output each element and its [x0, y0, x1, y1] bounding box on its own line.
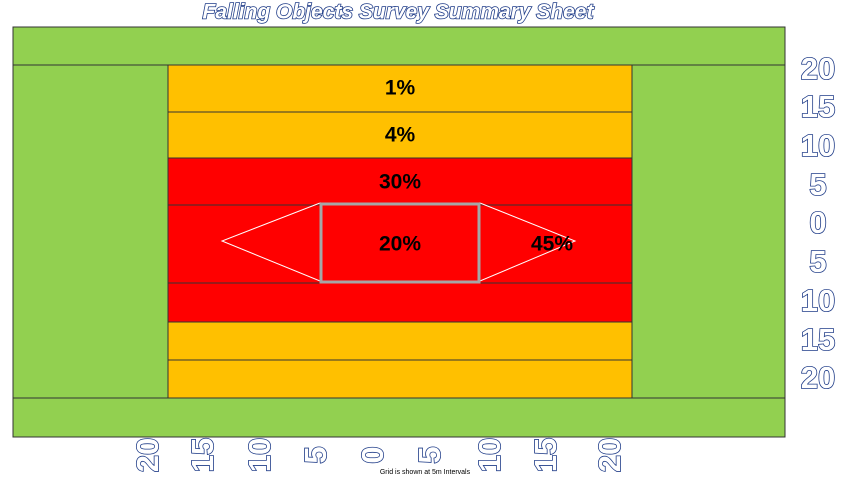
title: Falling Objects Survey Summary Sheet [203, 1, 595, 24]
bottom-scale-label: 5 [412, 446, 447, 463]
center-box [319, 202, 481, 284]
bottom-scale-label: 0 [355, 446, 390, 463]
side-scale-label: 15 [801, 89, 835, 124]
side-scale-label: 20 [801, 51, 835, 86]
bottom-scale-label: 5 [298, 446, 333, 463]
side-scale-label: 0 [809, 205, 826, 240]
zone-label: 20% [379, 233, 421, 256]
grid [13, 64, 785, 399]
bottom-scale-label: 10 [242, 438, 277, 472]
zone-label: 1% [385, 77, 416, 100]
bottom-scale-label: 20 [592, 438, 627, 472]
side-scale-label: 10 [801, 128, 835, 163]
bottom-scale-label: 20 [130, 438, 165, 472]
bottom-scale-label: 10 [472, 438, 507, 472]
side-scale-label: 15 [801, 322, 835, 357]
side-scale-label: 10 [801, 283, 835, 318]
footnote: Grid is shown at 5m Intervals [380, 469, 471, 476]
side-scale-label: 20 [801, 360, 835, 395]
zone-label: 45% [531, 233, 573, 256]
bottom-scale-label: 15 [528, 438, 563, 472]
side-scale-label: 5 [809, 244, 826, 279]
zone-label: 4% [385, 124, 416, 147]
bottom-scale-label: 15 [185, 438, 220, 472]
side-scale-label: 5 [809, 167, 826, 202]
zone-label: 30% [379, 171, 421, 194]
